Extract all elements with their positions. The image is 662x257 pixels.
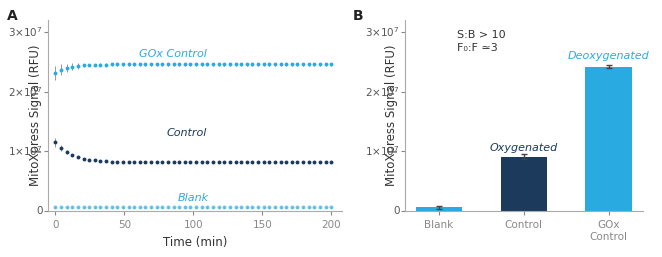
Text: $3{\times}10^7$: $3{\times}10^7$ <box>9 25 43 39</box>
Text: 0: 0 <box>36 206 43 216</box>
Text: B: B <box>353 9 363 23</box>
Bar <box>500 157 547 211</box>
Text: $3{\times}10^7$: $3{\times}10^7$ <box>365 25 399 39</box>
Bar <box>416 207 462 211</box>
Text: 0: 0 <box>393 206 399 216</box>
Text: A: A <box>7 9 18 23</box>
Y-axis label: MitoXpress Signal (RFU): MitoXpress Signal (RFU) <box>385 45 398 186</box>
Text: $2{\times}10^7$: $2{\times}10^7$ <box>9 85 43 99</box>
Text: Control: Control <box>166 128 207 138</box>
Y-axis label: MitoXpress Signal (RFU): MitoXpress Signal (RFU) <box>28 45 42 186</box>
X-axis label: Time (min): Time (min) <box>163 236 228 249</box>
Text: $1{\times}10^7$: $1{\times}10^7$ <box>9 144 43 158</box>
Text: Oxygenated: Oxygenated <box>490 143 558 153</box>
Text: Deoxygenated: Deoxygenated <box>568 51 649 61</box>
Text: S:B > 10
F₀:F ≃3: S:B > 10 F₀:F ≃3 <box>457 30 506 53</box>
Text: $1{\times}10^7$: $1{\times}10^7$ <box>365 144 399 158</box>
Text: Blank: Blank <box>177 193 209 203</box>
Bar <box>585 67 632 211</box>
Text: $2{\times}10^7$: $2{\times}10^7$ <box>365 85 399 99</box>
Text: GOx Control: GOx Control <box>138 49 207 59</box>
